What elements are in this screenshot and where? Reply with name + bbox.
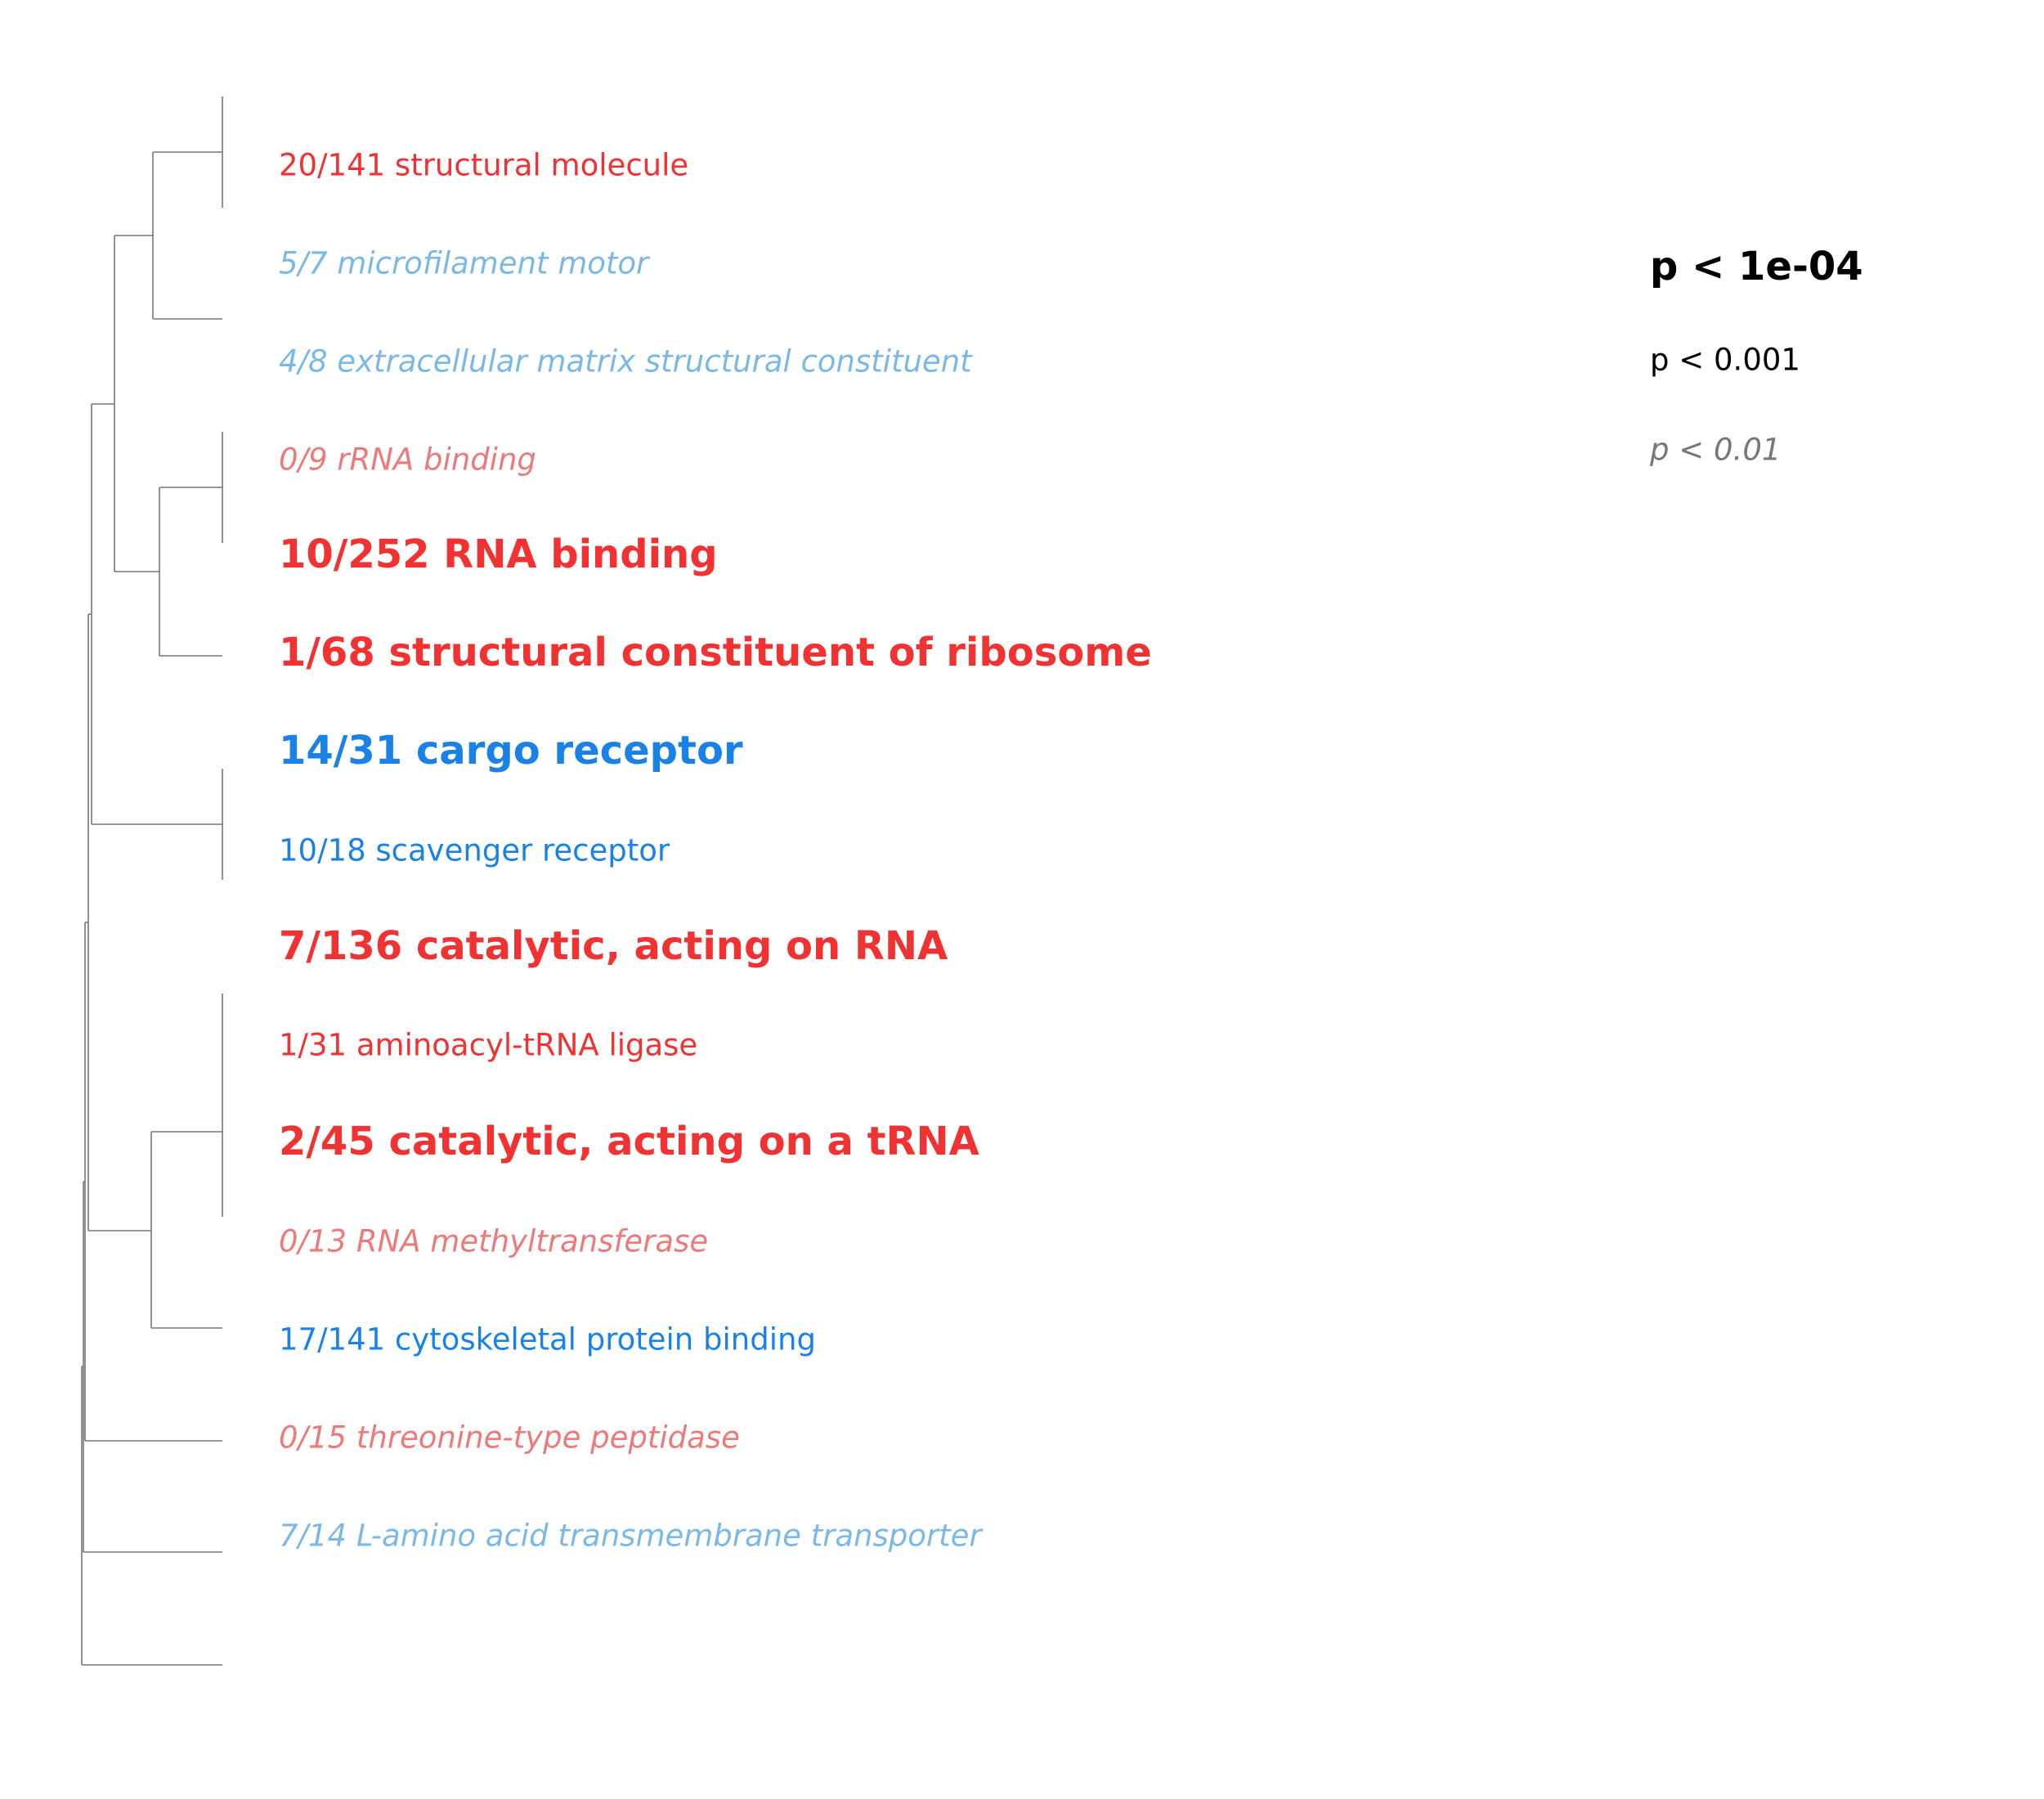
term-label: 2/45 catalytic, acting on a tRNA [279,1119,979,1164]
term-label: 20/141 structural molecule [279,147,689,183]
term-label: 17/141 cytoskeletal protein binding [279,1321,816,1357]
term-label: 5/7 microfilament motor [279,245,649,281]
term-label: 1/31 aminoacyl-tRNA ligase [279,1027,698,1063]
term-label: 4/8 extracellular matrix structural cons… [279,343,972,379]
term-label: 0/15 threonine-type peptidase [279,1420,740,1456]
term-label: 0/13 RNA methyltransferase [279,1223,709,1259]
term-label: 1/68 structural constituent of ribosome [279,630,1152,675]
legend-strong: p < 1e-04 [1650,244,1863,289]
term-label: 7/136 catalytic, acting on RNA [279,923,948,969]
legend-mid: p < 0.001 [1650,342,1800,378]
term-label: 10/252 RNA binding [279,532,718,577]
term-label: 7/14 L-amino acid transmembrane transpor… [279,1518,982,1554]
term-label: 14/31 cargo receptor [279,728,743,774]
term-label: 10/18 scavenger receptor [279,832,670,868]
legend-weak: p < 0.01 [1650,432,1782,468]
term-label: 0/9 rRNA binding [279,442,536,478]
